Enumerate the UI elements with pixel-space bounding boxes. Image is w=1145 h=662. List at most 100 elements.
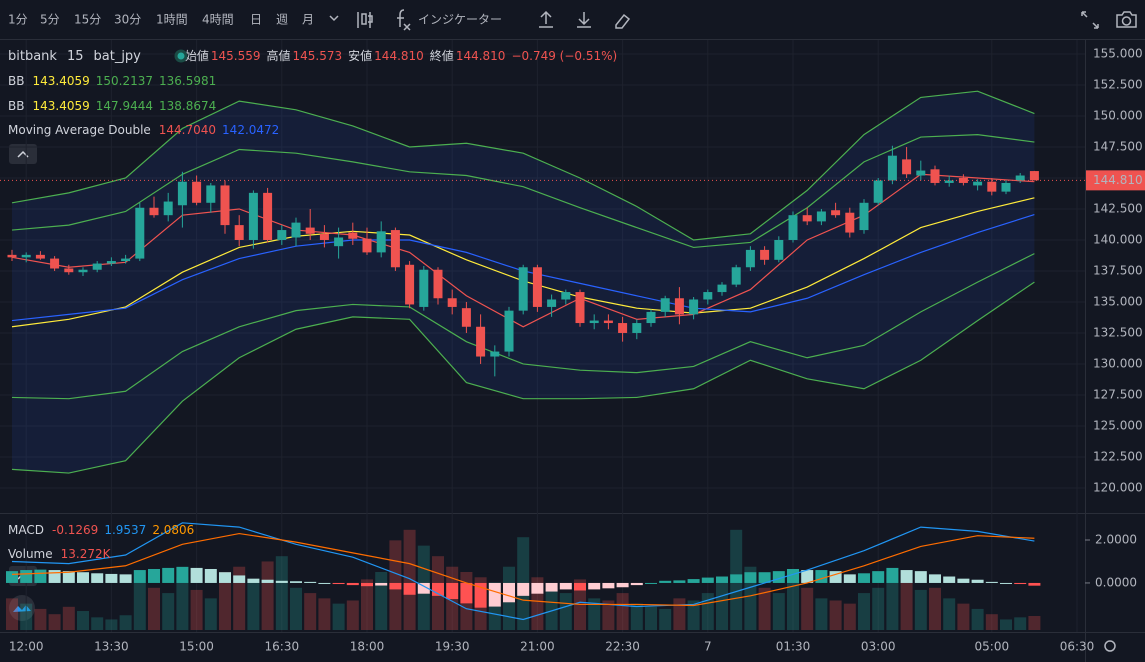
legend-item: MACD xyxy=(8,523,44,537)
interval-button[interactable]: 5分 xyxy=(40,13,60,27)
macd-bar xyxy=(957,578,970,583)
macd-bar xyxy=(261,579,274,583)
candle-body xyxy=(660,298,670,312)
time-tick-label: 03:00 xyxy=(861,640,896,654)
volume-bar xyxy=(361,579,373,630)
interval-button[interactable]: 月 xyxy=(302,13,314,27)
candle-body xyxy=(461,308,471,327)
volume-bar xyxy=(332,603,345,630)
volume-bar xyxy=(403,529,416,630)
volume-bar xyxy=(6,598,18,630)
upload-button[interactable] xyxy=(539,10,553,28)
macd-bar xyxy=(304,581,317,583)
collapse-legend[interactable] xyxy=(9,144,37,164)
macd-bar xyxy=(403,582,416,595)
macd-bar xyxy=(446,582,459,600)
volume-bar xyxy=(787,582,799,630)
volume-bar xyxy=(943,598,956,630)
candle-body xyxy=(348,232,358,239)
legend-row: BB 143.4059 147.9444 138.8674 xyxy=(8,99,216,113)
interval-button[interactable]: 30分 xyxy=(114,13,141,27)
candle-body xyxy=(35,254,45,259)
candle-body xyxy=(703,292,713,300)
candle-body xyxy=(78,269,88,273)
legend-item: -0.1269 xyxy=(52,523,98,537)
settings-button[interactable] xyxy=(1104,640,1116,652)
candle-body xyxy=(163,201,173,216)
time-tick-label: 12:00 xyxy=(9,640,44,654)
legend-item: 138.8674 xyxy=(159,99,216,113)
interval-button[interactable]: 1時間 xyxy=(156,13,188,27)
time-tick-label: 7 xyxy=(704,640,712,654)
macd-bar xyxy=(673,580,686,583)
candle-body xyxy=(802,215,812,222)
legend-item: bitbank xyxy=(8,49,57,64)
interval-button[interactable]: 週 xyxy=(276,13,288,27)
legend-row: BB 143.4059 150.2137 136.5981 xyxy=(8,74,216,88)
interval-button[interactable]: 15分 xyxy=(74,13,101,27)
chart-type-button[interactable] xyxy=(357,12,373,28)
candle-body xyxy=(248,192,258,240)
interval-button[interactable]: 1分 xyxy=(8,13,28,27)
macd-bar xyxy=(801,570,814,583)
macd-bar xyxy=(190,567,203,583)
candle-body xyxy=(958,177,968,183)
candle-body xyxy=(149,207,159,216)
legend-item: 始値 xyxy=(185,48,209,63)
legend-item: 144.810 xyxy=(456,49,506,63)
candle-body xyxy=(575,292,585,324)
macd-tick-label: 0.0000 xyxy=(1095,575,1137,589)
volume-bar xyxy=(829,600,842,630)
interval-button[interactable]: 日 xyxy=(250,13,262,27)
candle-body xyxy=(50,258,60,269)
indicators-button[interactable]: インジケーター xyxy=(418,13,502,27)
price-tick-label: 132.500 xyxy=(1093,325,1143,339)
time-tick-label: 05:00 xyxy=(975,640,1010,654)
volume-bar xyxy=(616,593,629,630)
time-tick-label: 22:30 xyxy=(605,640,640,654)
volume-bar xyxy=(1028,616,1041,630)
candle-body xyxy=(731,267,741,285)
candle-body xyxy=(973,181,983,186)
screenshot-button[interactable] xyxy=(1116,11,1137,28)
macd-bar xyxy=(787,568,799,583)
candle-body xyxy=(192,181,202,203)
more-intervals[interactable] xyxy=(329,15,339,22)
current-price-label: 144.810 xyxy=(1093,173,1143,187)
volume-bar xyxy=(375,572,388,630)
volume-bar xyxy=(588,598,601,630)
volume-bar xyxy=(815,598,828,630)
fx-icon[interactable] xyxy=(397,9,411,31)
candle-body xyxy=(447,298,457,307)
fullscreen-button[interactable] xyxy=(1081,11,1099,29)
download-button[interactable] xyxy=(577,12,591,28)
macd-bar xyxy=(574,582,586,591)
time-tick-label: 16:30 xyxy=(265,640,300,654)
legend-item: 144.7040 xyxy=(159,123,216,137)
macd-bar xyxy=(943,576,956,583)
candle-body xyxy=(263,192,273,240)
candle-body xyxy=(376,231,386,253)
legend-item: 143.4059 xyxy=(32,99,89,113)
candle-body xyxy=(816,211,826,222)
candle-body xyxy=(234,225,244,240)
candle-body xyxy=(64,268,74,273)
time-tick-label: 06:30 xyxy=(1060,640,1095,654)
candle-body xyxy=(831,210,841,216)
interval-button[interactable]: 4時間 xyxy=(202,13,234,27)
volume-bar xyxy=(801,587,814,630)
macd-bar xyxy=(886,567,899,583)
legend-row: MACD -0.1269 1.9537 2.0806 xyxy=(8,523,194,537)
candle-body xyxy=(632,323,642,333)
volume-bar xyxy=(886,572,899,630)
eraser-button[interactable] xyxy=(615,13,631,29)
candle-body xyxy=(476,326,486,357)
macd-bar xyxy=(843,574,856,583)
candle-body xyxy=(177,181,187,206)
macd-tick-label: 2.0000 xyxy=(1095,532,1137,546)
volume-bar xyxy=(559,593,572,630)
macd-bar xyxy=(559,582,572,590)
price-tick-label: 137.500 xyxy=(1093,263,1143,277)
candle-body xyxy=(561,292,571,300)
volume-bar xyxy=(77,611,89,630)
